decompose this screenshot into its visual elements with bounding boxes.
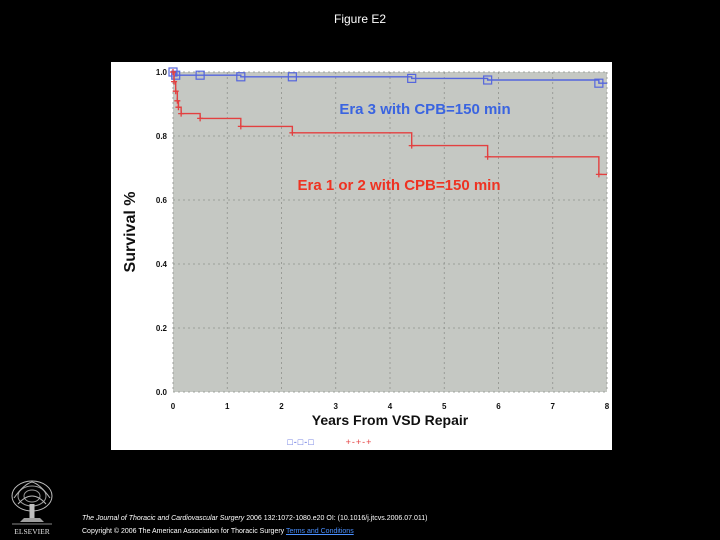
data-point (483, 75, 493, 85)
data-point (170, 69, 176, 75)
chart-svg: 0 1 2 3 4 5 6 7 8 0.0 0.2 0.4 0.6 0.8 1.0 Survival % Yea… (122, 67, 610, 447)
journal-name: The Journal of Thoracic and Cardiovascul… (82, 515, 245, 522)
data-point (594, 78, 604, 88)
x-tick-label: 4 (388, 402, 393, 411)
data-point (407, 73, 417, 83)
y-tick-label: 0.0 (156, 388, 168, 397)
elsevier-tree-icon: ELSEVIER (6, 478, 58, 538)
data-point (289, 129, 296, 136)
data-point (178, 110, 185, 117)
x-tick-label: 5 (442, 402, 447, 411)
citation-line-2: Copyright © 2006 The American Associatio… (82, 525, 427, 538)
data-point (171, 70, 181, 80)
y-tick-label: 0.8 (156, 132, 168, 141)
data-point (287, 72, 297, 82)
series-label: Era 3 with CPB=150 min (339, 101, 510, 118)
x-tick-label: 0 (171, 402, 176, 411)
data-point (237, 123, 244, 130)
y-tick-label: 0.2 (156, 324, 168, 333)
legend-entry: +-+-+ (346, 437, 373, 447)
data-point (195, 70, 205, 80)
data-point (484, 153, 491, 160)
data-point (175, 104, 182, 111)
x-tick-label: 2 (279, 402, 284, 411)
y-tick-label: 0.4 (156, 260, 168, 269)
copyright-text: Copyright © 2006 The American Associatio… (82, 528, 285, 535)
x-tick-label: 3 (334, 402, 339, 411)
data-point (236, 72, 246, 82)
data-point (171, 78, 178, 85)
survival-chart: 0 1 2 3 4 5 6 7 8 0.0 0.2 0.4 0.6 0.8 1.0 Survival % Yea… (111, 62, 612, 450)
x-tick-label: 8 (605, 402, 610, 411)
citation-details: 2006 132:1072-1080.e20 OI: (10.1016/j.jt… (246, 515, 428, 522)
y-tick-label: 1.0 (156, 68, 168, 77)
data-point (174, 97, 181, 104)
data-point (172, 88, 179, 95)
series-label: Era 1 or 2 with CPB=150 min (298, 177, 501, 194)
data-point (168, 67, 178, 77)
legend-entry: □-□-□ (287, 437, 314, 447)
data-point (595, 171, 602, 178)
x-tick-label: 7 (551, 402, 556, 411)
terms-link[interactable]: Terms and Conditions (286, 528, 354, 535)
y-tick-label: 0.6 (156, 196, 168, 205)
y-axis-label: Survival % (122, 192, 139, 273)
citation: The Journal of Thoracic and Cardiovascul… (82, 512, 427, 538)
x-tick-label: 6 (496, 402, 501, 411)
data-point (408, 142, 415, 149)
x-axis-label: Years From VSD Repair (312, 412, 469, 428)
data-point (197, 115, 204, 122)
figure-title: Figure E2 (333, 12, 387, 26)
x-tick-label: 1 (225, 402, 230, 411)
elsevier-wordmark: ELSEVIER (14, 527, 49, 536)
citation-line-1: The Journal of Thoracic and Cardiovascul… (82, 512, 427, 525)
